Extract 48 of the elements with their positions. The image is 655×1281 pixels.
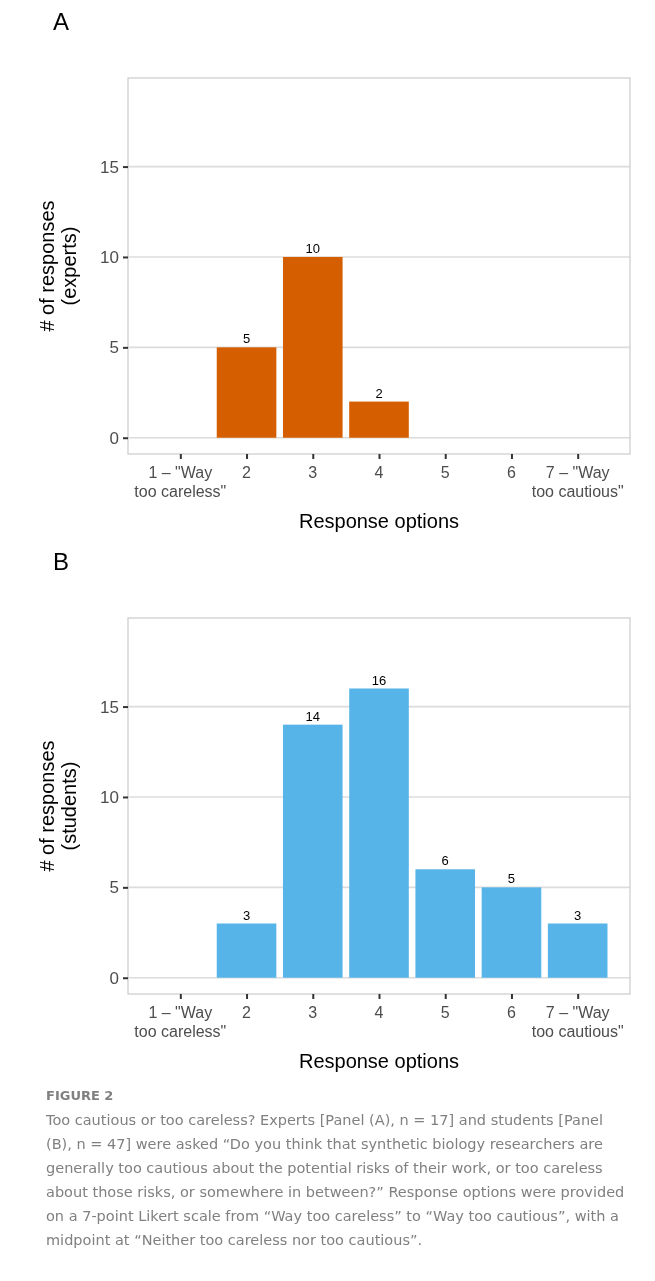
y-axis-title: # of responses (experts) xyxy=(36,200,80,332)
x-tick-label: 3 xyxy=(308,464,318,481)
bar xyxy=(547,923,608,978)
x-tick-label: 5 xyxy=(440,464,450,481)
x-axis-title: Response options xyxy=(298,1050,460,1072)
x-tick-label: 1 – "Way too careless" xyxy=(134,1004,227,1040)
y-tick-label: 0 xyxy=(109,428,119,448)
chart-title: A xyxy=(53,8,70,35)
bar xyxy=(481,887,542,978)
data-label: 2 xyxy=(375,385,383,401)
y-tick-label: 5 xyxy=(109,338,119,358)
bar xyxy=(216,923,277,978)
x-tick-label: 1 – "Way too careless" xyxy=(134,464,227,500)
bar xyxy=(415,869,476,978)
x-tick-label: 7 – "Way too cautious" xyxy=(531,464,624,500)
x-tick-label: 7 – "Way too cautious" xyxy=(531,1004,624,1040)
data-label: 5 xyxy=(242,331,251,347)
y-tick-label: 15 xyxy=(100,157,119,177)
data-label: 16 xyxy=(371,672,387,688)
bar xyxy=(282,724,343,978)
data-label: 3 xyxy=(242,907,251,923)
data-label: 14 xyxy=(305,708,321,724)
data-label: 6 xyxy=(441,853,449,869)
y-tick-label: 10 xyxy=(100,787,119,807)
x-tick-label: 5 xyxy=(440,1004,450,1021)
y-tick-label: 10 xyxy=(100,247,119,267)
data-label: 3 xyxy=(574,907,582,923)
x-tick-label: 4 xyxy=(374,1004,384,1021)
y-tick-label: 0 xyxy=(109,968,119,988)
x-tick-label: 6 xyxy=(507,1004,516,1021)
x-tick-label: 4 xyxy=(374,464,384,481)
x-tick-label: 3 xyxy=(308,1004,318,1021)
bar xyxy=(349,688,409,978)
text: Too cautious or too careless? Experts [Panel (A), n = 17] and students [Panel (B), n = 47] were asked “Do you think that synthetic biology researchers are generally too cautious about the potential risks of their work, or too careless about those risks, or somewhere in between?” Response options were provided on a 7-point Likert scale from “Way too careless” to “Way too cautious”, with a midpoint at “Neither too careless nor too cautious”. xyxy=(46,1111,626,1250)
chart-title: B xyxy=(53,548,70,575)
bar xyxy=(282,256,343,438)
bar xyxy=(216,347,277,438)
x-tick-label: 2 xyxy=(242,464,252,481)
y-tick-label: 15 xyxy=(100,697,119,717)
caption: FIGURE 2 xyxy=(46,1087,115,1105)
data-label: 5 xyxy=(507,871,516,887)
data-label: 10 xyxy=(305,240,321,256)
y-axis-title: # of responses (students) xyxy=(36,740,80,872)
x-axis-title: Response options xyxy=(298,510,460,532)
y-tick-label: 5 xyxy=(109,878,119,898)
x-tick-label: 6 xyxy=(507,464,516,481)
bar xyxy=(349,401,409,438)
x-tick-label: 2 xyxy=(242,1004,252,1021)
